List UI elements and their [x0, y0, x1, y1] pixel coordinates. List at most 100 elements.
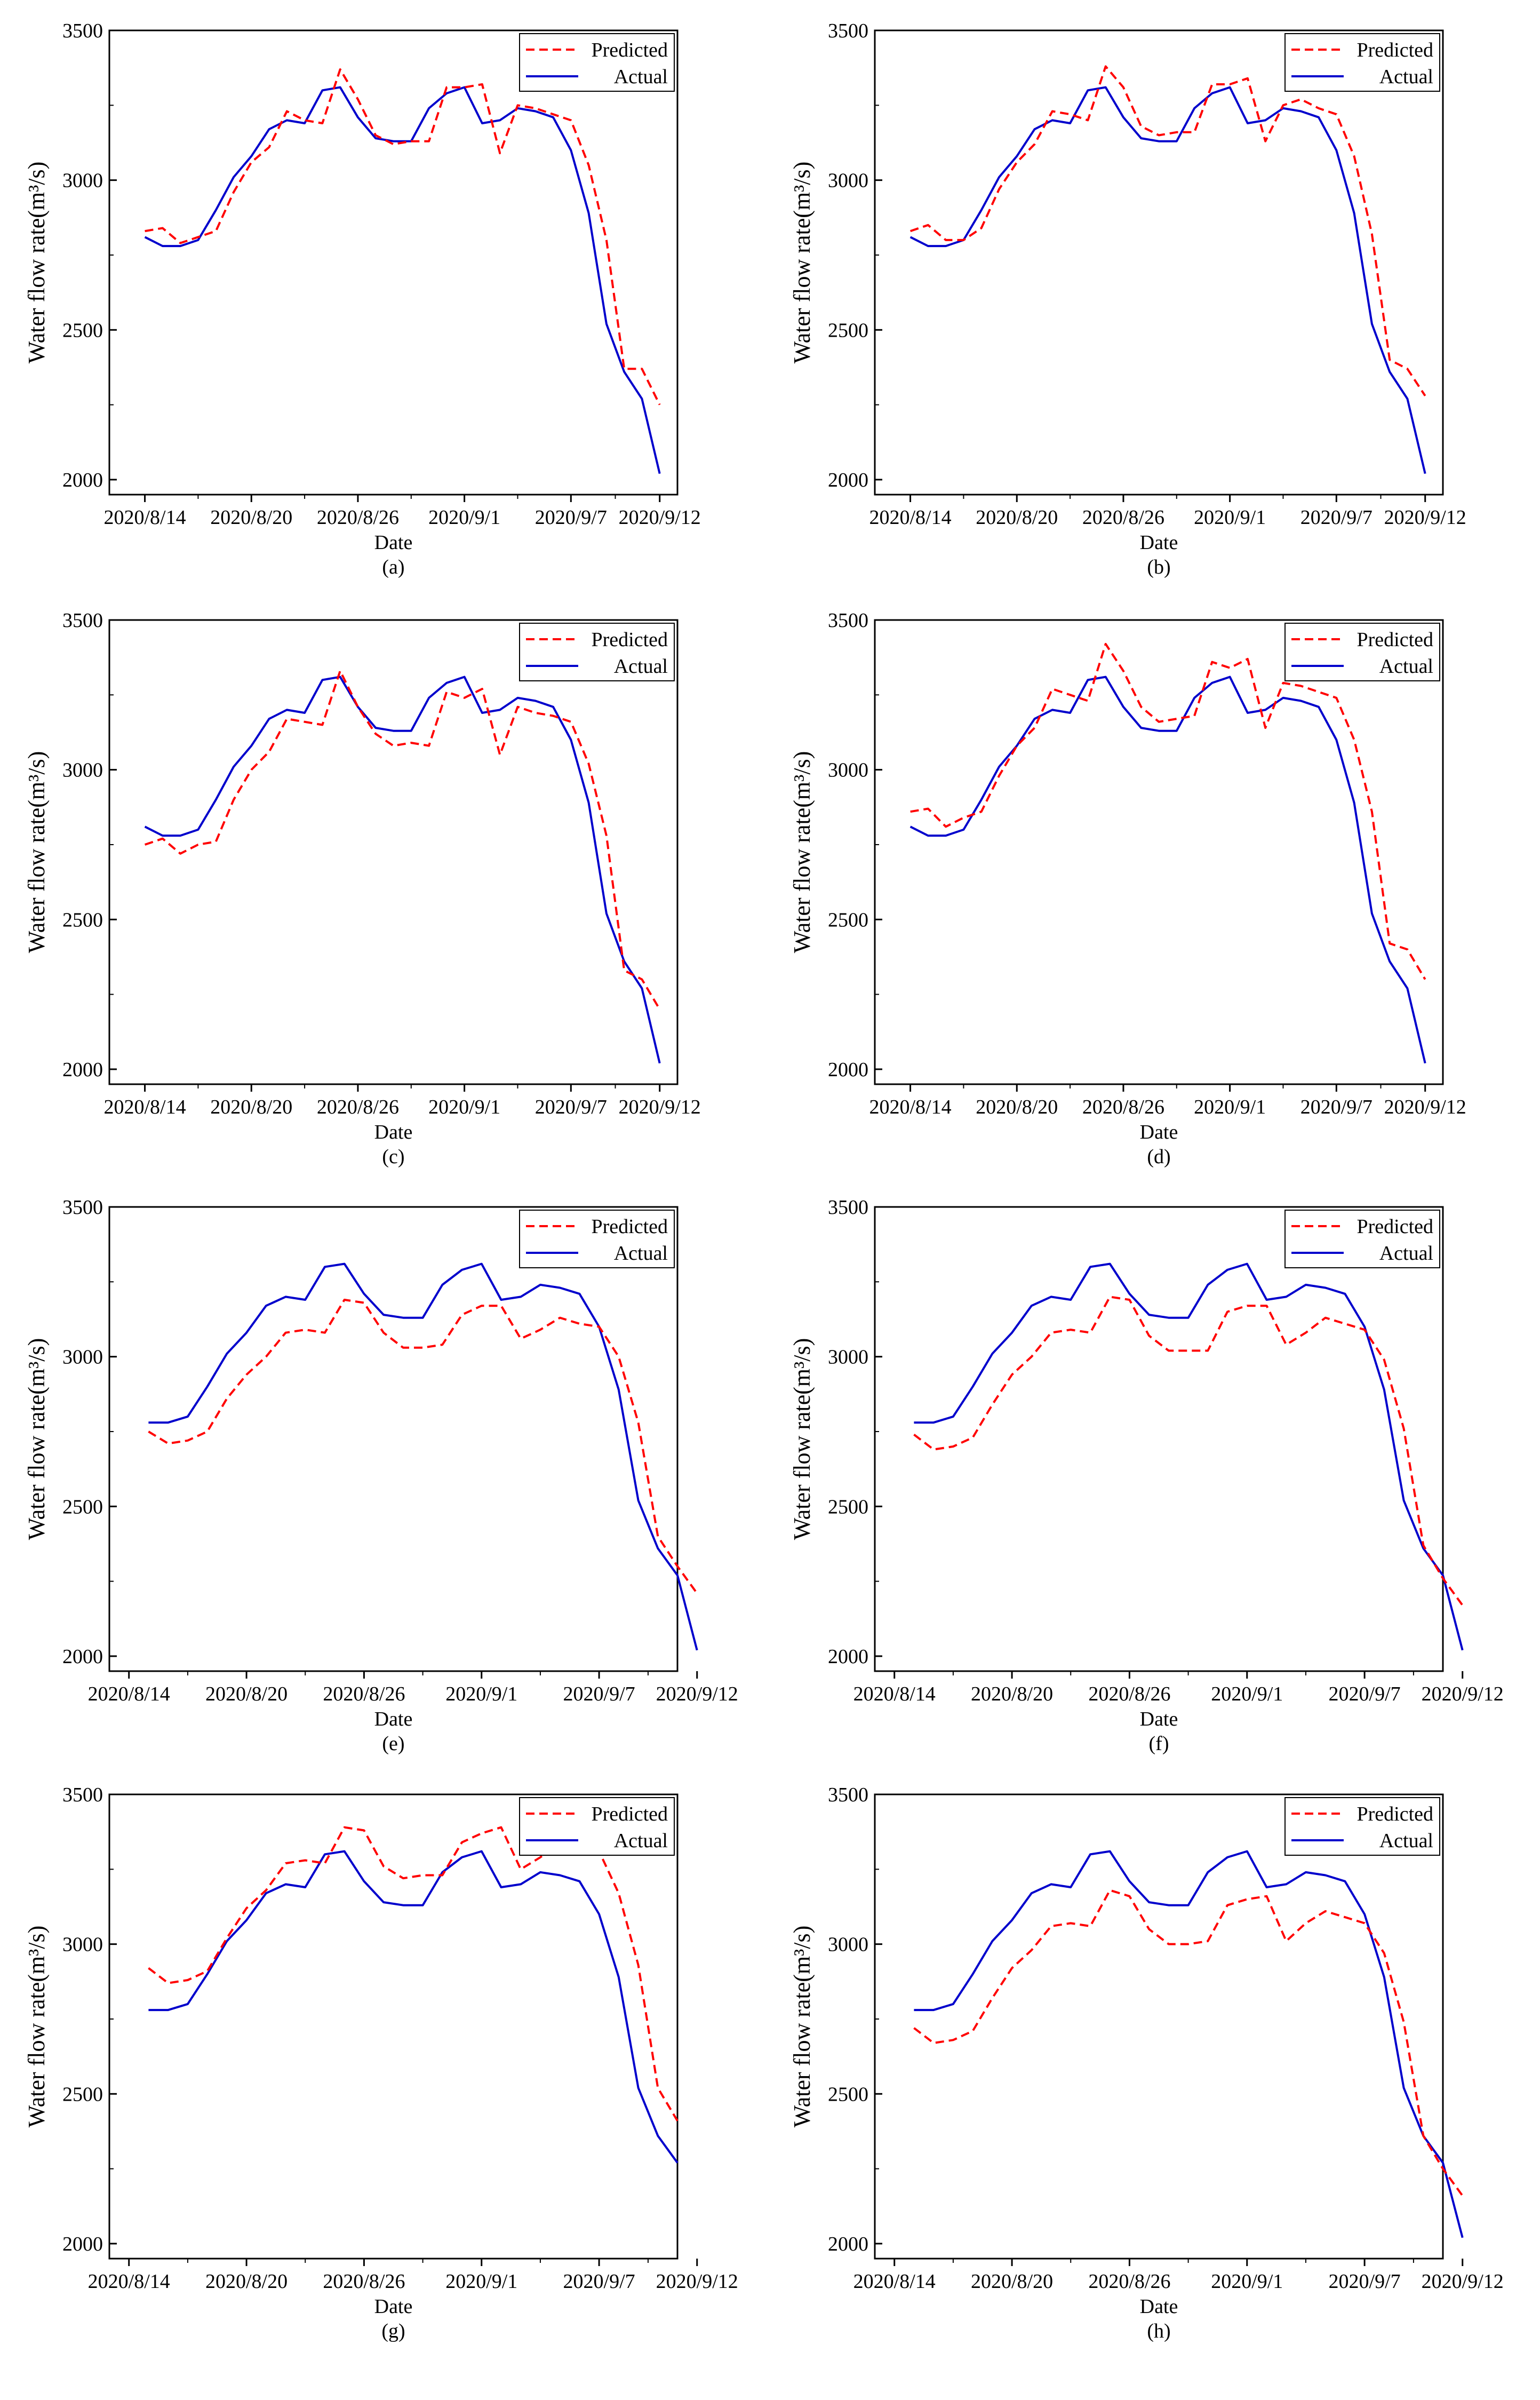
predicted-series-line [909, 65, 1426, 396]
x-tick-label: 2020/8/26 [317, 506, 399, 529]
x-tick-label: 2020/8/26 [1088, 2270, 1170, 2293]
y-tick-label: 3500 [62, 20, 103, 42]
x-tick-label: 2020/9/1 [1194, 506, 1266, 529]
chart-panel: 2000 2500 3000 3500 2020/8/14 2020/8/20 2020/8… [789, 20, 1466, 578]
legend-predicted-label: Predicted [1357, 1803, 1433, 1825]
predicted-series-line [913, 1296, 1464, 1606]
x-tick-label: 2020/9/12 [619, 1096, 701, 1118]
y-tick-label: 2500 [828, 1496, 868, 1518]
legend-predicted-label: Predicted [1357, 629, 1433, 651]
x-axis-title: Date [1140, 531, 1178, 554]
x-tick-label: 2020/8/26 [1082, 1096, 1164, 1118]
legend-predicted-label: Predicted [591, 1215, 668, 1238]
y-axis-title: Water flow rate(m³/s) [23, 162, 50, 364]
x-tick-label: 2020/8/26 [323, 2270, 405, 2293]
panel-label: (a) [382, 556, 404, 578]
x-tick-label: 2020/9/7 [1300, 506, 1373, 529]
x-axis-title: Date [374, 1708, 413, 1730]
y-tick-label: 2000 [828, 1059, 868, 1081]
x-axis-title: Date [1140, 1121, 1178, 1143]
x-tick-label: 2020/8/14 [88, 1683, 170, 1705]
y-tick-label: 2500 [828, 2083, 868, 2105]
y-tick-label: 3000 [828, 1346, 868, 1369]
y-tick-label: 3500 [828, 1196, 868, 1219]
legend-actual-label: Actual [614, 655, 668, 678]
y-axis-title: Water flow rate(m³/s) [23, 1338, 50, 1540]
x-tick-label: 2020/9/12 [656, 2270, 738, 2293]
y-tick-label: 3000 [62, 759, 103, 782]
x-tick-label: 2020/8/14 [88, 2270, 170, 2293]
legend-actual-label: Actual [614, 66, 668, 88]
y-tick-label: 3500 [828, 20, 868, 42]
x-tick-label: 2020/8/26 [323, 1683, 405, 1705]
x-tick-label: 2020/8/20 [976, 1096, 1058, 1118]
chart-panel: 2000 2500 3000 3500 2020/8/14 2020/8/20 2020/8… [789, 1196, 1504, 1755]
x-tick-label: 2020/9/7 [1300, 1096, 1373, 1118]
chart-panel: 2000 2500 3000 3500 2020/8/14 2020/8/20 2020/8… [789, 1784, 1504, 2342]
plot-frame [874, 1793, 1444, 2260]
x-tick-label: 2020/8/20 [971, 2270, 1053, 2293]
legend-actual-label: Actual [1379, 1830, 1433, 1852]
y-tick-label: 2500 [62, 1496, 103, 1518]
x-tick-label: 2020/9/7 [563, 2270, 635, 2293]
y-axis-title: Water flow rate(m³/s) [23, 1926, 50, 2128]
y-tick-label: 3000 [828, 759, 868, 782]
x-tick-label: 2020/8/20 [205, 1683, 288, 1705]
y-tick-label: 3500 [828, 609, 868, 632]
legend: Predicted Actual [519, 623, 675, 681]
x-tick-label: 2020/9/7 [535, 506, 607, 529]
legend-actual-label: Actual [1379, 1242, 1433, 1265]
y-tick-label: 2000 [828, 1646, 868, 1668]
x-axis-title: Date [374, 531, 413, 554]
panel-label: (d) [1147, 1146, 1170, 1168]
x-tick-label: 2020/8/26 [1082, 506, 1164, 529]
x-tick-label: 2020/8/14 [869, 506, 952, 529]
predicted-series-line [145, 68, 661, 406]
legend: Predicted Actual [519, 1797, 675, 1856]
legend-box [519, 1797, 675, 1856]
y-tick-label: 3000 [828, 1934, 868, 1956]
actual-series-line [144, 86, 661, 474]
legend-box [1284, 1797, 1440, 1856]
actual-series-line [909, 86, 1426, 474]
chart-panel: 2000 2500 3000 3500 2020/8/14 2020/8/20 2020/8… [23, 1196, 738, 1755]
x-axis-title: Date [1140, 1708, 1178, 1730]
legend-predicted-label: Predicted [591, 39, 668, 61]
x-tick-label: 2020/9/1 [1194, 1096, 1266, 1118]
legend: Predicted Actual [1284, 33, 1440, 92]
plot-frame [108, 1206, 679, 1672]
legend-box [519, 1210, 675, 1268]
y-axis-title: Water flow rate(m³/s) [789, 1926, 815, 2128]
y-tick-label: 3000 [62, 1934, 103, 1956]
x-axis-title: Date [1140, 2295, 1178, 2318]
predicted-series-line [910, 642, 1426, 980]
y-axis-title: Water flow rate(m³/s) [789, 162, 815, 364]
y-axis-title: Water flow rate(m³/s) [23, 751, 50, 953]
chart-panel: 2000 2500 3000 3500 2020/8/14 2020/8/20 2020/8… [789, 609, 1466, 1168]
plot-frame [108, 29, 679, 496]
legend-predicted-label: Predicted [591, 629, 668, 651]
legend-box [1284, 33, 1440, 92]
y-tick-label: 3000 [62, 170, 103, 192]
x-tick-label: 2020/9/1 [445, 2270, 517, 2293]
panel-label: (f) [1149, 1733, 1169, 1755]
legend: Predicted Actual [1284, 623, 1440, 681]
x-tick-label: 2020/8/20 [971, 1683, 1053, 1705]
actual-series-line [148, 1850, 679, 2164]
plot-frame [874, 29, 1444, 496]
plot-frame [874, 1206, 1444, 1672]
y-tick-label: 2500 [62, 2083, 103, 2105]
x-tick-label: 2020/9/12 [1384, 1096, 1466, 1118]
y-axis-title: Water flow rate(m³/s) [789, 1338, 815, 1540]
chart-panel: 2000 2500 3000 3500 2020/8/14 2020/8/20 2020/8… [23, 609, 701, 1168]
x-tick-label: 2020/8/26 [317, 1096, 399, 1118]
legend: Predicted Actual [1284, 1210, 1440, 1268]
legend-predicted-label: Predicted [1357, 39, 1433, 61]
x-tick-label: 2020/8/20 [210, 506, 292, 529]
y-tick-label: 2000 [62, 1646, 103, 1668]
y-tick-label: 3500 [62, 609, 103, 632]
x-tick-label: 2020/9/1 [1211, 2270, 1283, 2293]
x-tick-label: 2020/8/14 [104, 1096, 186, 1118]
y-tick-label: 3500 [62, 1196, 103, 1219]
